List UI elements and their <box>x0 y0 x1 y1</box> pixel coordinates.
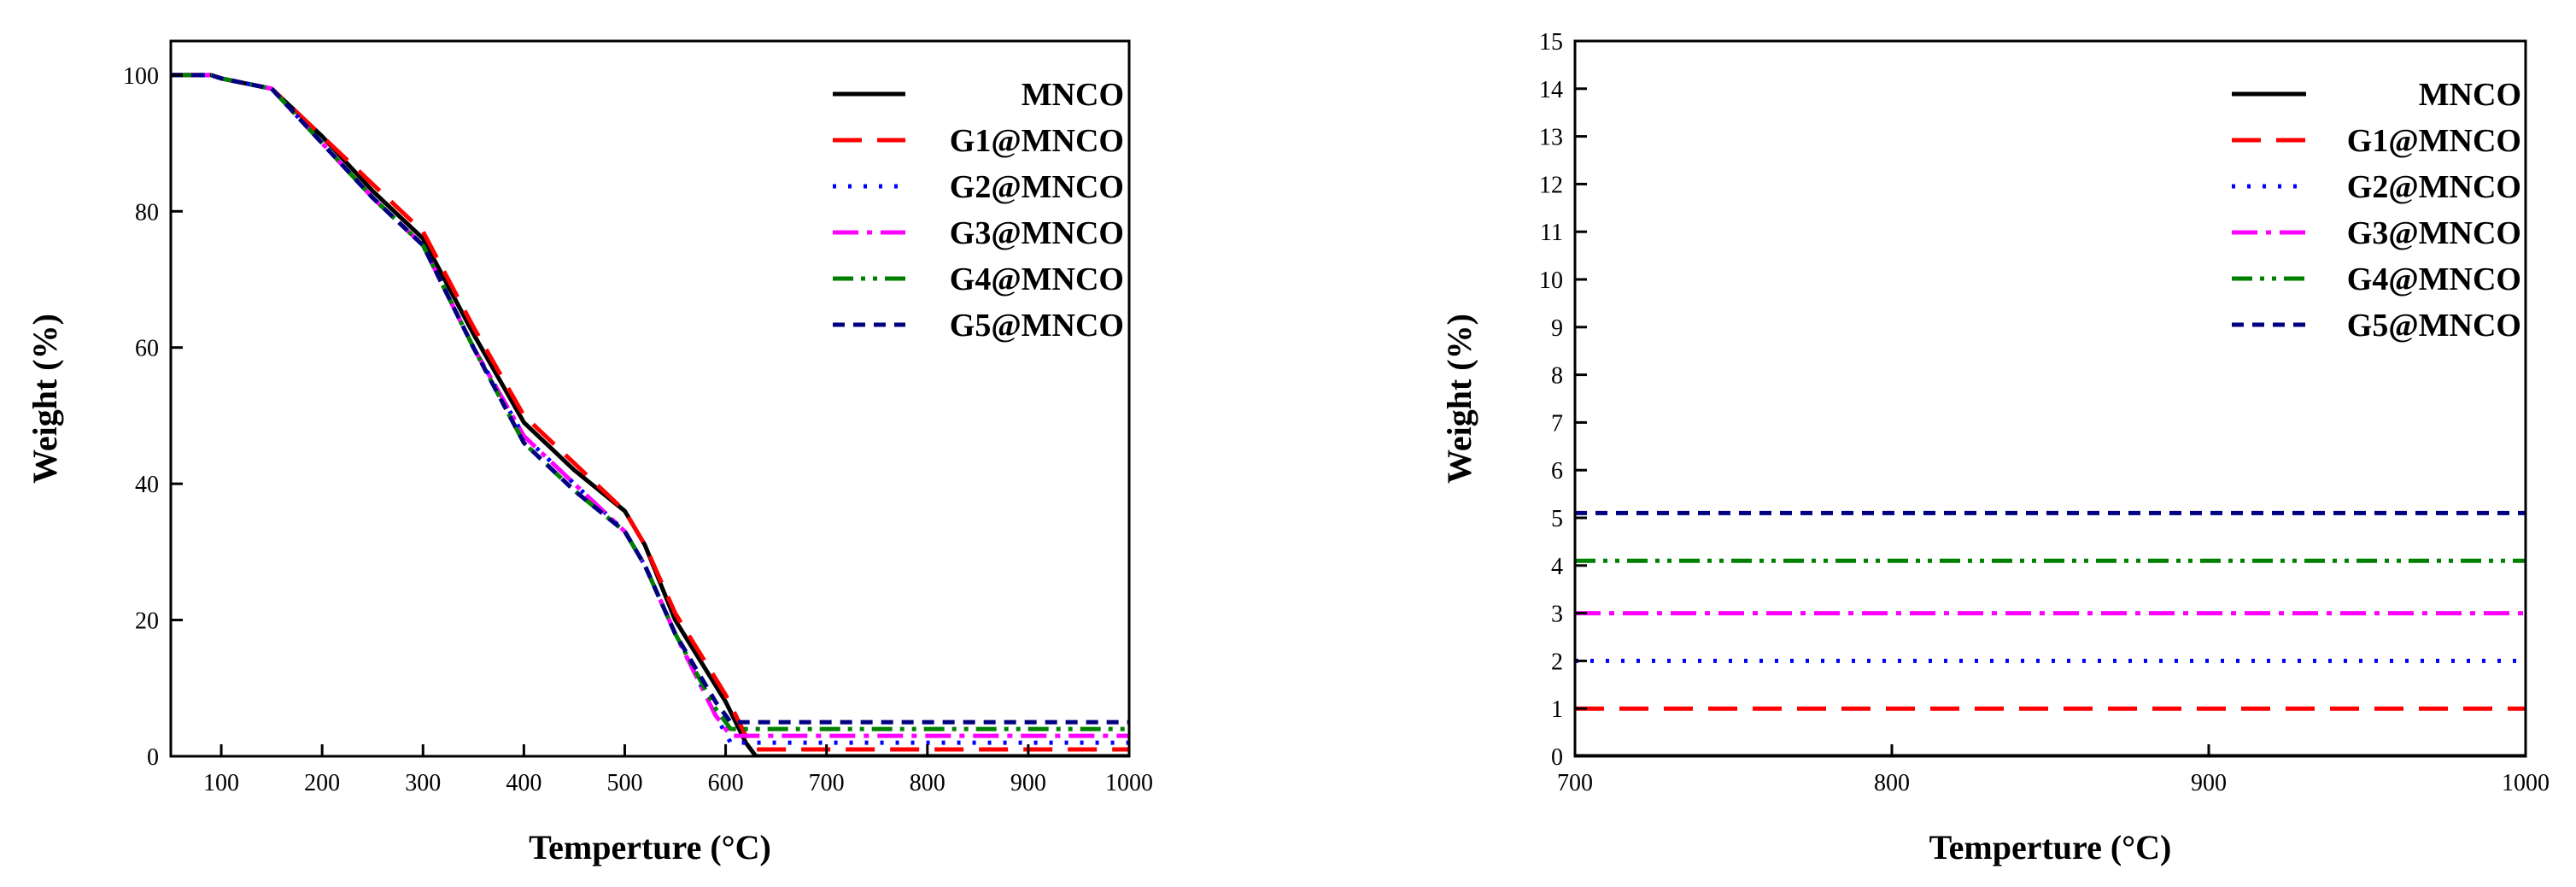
y-tick-label: 100 <box>123 63 159 90</box>
series-group <box>171 73 1129 756</box>
y-axis-title: Weight (%) <box>1440 314 1478 484</box>
legend-label: G5@MNCO <box>950 308 1124 344</box>
x-axis-title: Temperture (°C) <box>529 828 771 866</box>
y-tick-label: 10 <box>1539 267 1563 294</box>
y-tick-label: 14 <box>1539 77 1563 103</box>
legend-label: G2@MNCO <box>2347 169 2521 205</box>
x-tick-label: 400 <box>506 770 542 796</box>
y-tick-label: 40 <box>135 472 159 498</box>
y-tick-label: 6 <box>1551 458 1563 485</box>
plot-frame <box>169 39 1131 758</box>
x-tick-label: 500 <box>606 770 642 796</box>
series-line-g4-at-mnco <box>171 73 1129 731</box>
x-tick-label: 900 <box>2191 770 2227 796</box>
x-tick-label: 1000 <box>1105 770 1153 796</box>
legend-label: G1@MNCO <box>950 123 1124 159</box>
y-tick-label: 2 <box>1551 649 1563 675</box>
y-tick-label: 9 <box>1551 315 1563 342</box>
y-tick-label: 8 <box>1551 363 1563 390</box>
series-line-g5-at-mnco <box>171 73 1129 725</box>
y-tick-label: 15 <box>1539 29 1563 56</box>
legend-label: MNCO <box>2419 77 2521 113</box>
x-axis-title: Temperture (°C) <box>1929 828 2172 866</box>
chart-panel-1: 100 200 300 400 500 600 700 800 900 1000 0 20 40 60 80… <box>26 39 1153 866</box>
y-tick-label: 4 <box>1551 554 1563 580</box>
x-tick-label: 800 <box>1874 770 1910 796</box>
y-tick-label: 12 <box>1539 172 1563 198</box>
y-tick-label: 7 <box>1551 410 1563 437</box>
x-tick-label: 300 <box>405 770 441 796</box>
x-tick-label: 600 <box>708 770 744 796</box>
y-tick-label: 11 <box>1540 220 1563 246</box>
y-tick-label: 60 <box>135 336 159 362</box>
legend-label: G4@MNCO <box>2347 261 2521 297</box>
legend-label: G3@MNCO <box>950 215 1124 251</box>
x-tick-label: 800 <box>910 770 946 796</box>
series-group <box>1575 510 2526 756</box>
y-tick-label: 0 <box>1551 744 1563 771</box>
y-tick-label: 1 <box>1551 696 1563 723</box>
plot-frame <box>1573 39 2527 758</box>
y-tick-label: 3 <box>1551 602 1563 628</box>
y-axis-title: Weight (%) <box>26 314 64 484</box>
chart-panel-2: 700 800 900 10000123456789101112131415Tempe… <box>1440 29 2550 866</box>
x-tick-label: 1000 <box>2502 770 2550 796</box>
x-tick-label: 100 <box>203 770 239 796</box>
y-tick-label: 13 <box>1539 125 1563 151</box>
legend: MNCO G1@MNCO G2@MNCO G3@MNCO G4@MNCO G5@MNCO <box>2232 77 2521 344</box>
legend-label: G2@MNCO <box>950 169 1124 205</box>
y-tick-label: 5 <box>1551 506 1563 532</box>
legend-label: MNCO <box>1022 77 1124 113</box>
y-tick-label: 80 <box>135 199 159 226</box>
y-tick-label: 0 <box>147 744 159 771</box>
x-tick-label: 200 <box>304 770 340 796</box>
x-tick-label: 700 <box>809 770 845 796</box>
legend: MNCO G1@MNCO G2@MNCO G3@MNCO G4@MNCO G5@MNCO <box>833 77 1124 344</box>
x-tick-label: 700 <box>1557 770 1593 796</box>
legend-label: G5@MNCO <box>2347 308 2521 344</box>
legend-label: G4@MNCO <box>950 261 1124 297</box>
x-tick-label: 900 <box>1010 770 1046 796</box>
legend-label: G1@MNCO <box>2347 123 2521 159</box>
y-tick-label: 20 <box>135 608 159 635</box>
legend-label: G3@MNCO <box>2347 215 2521 251</box>
